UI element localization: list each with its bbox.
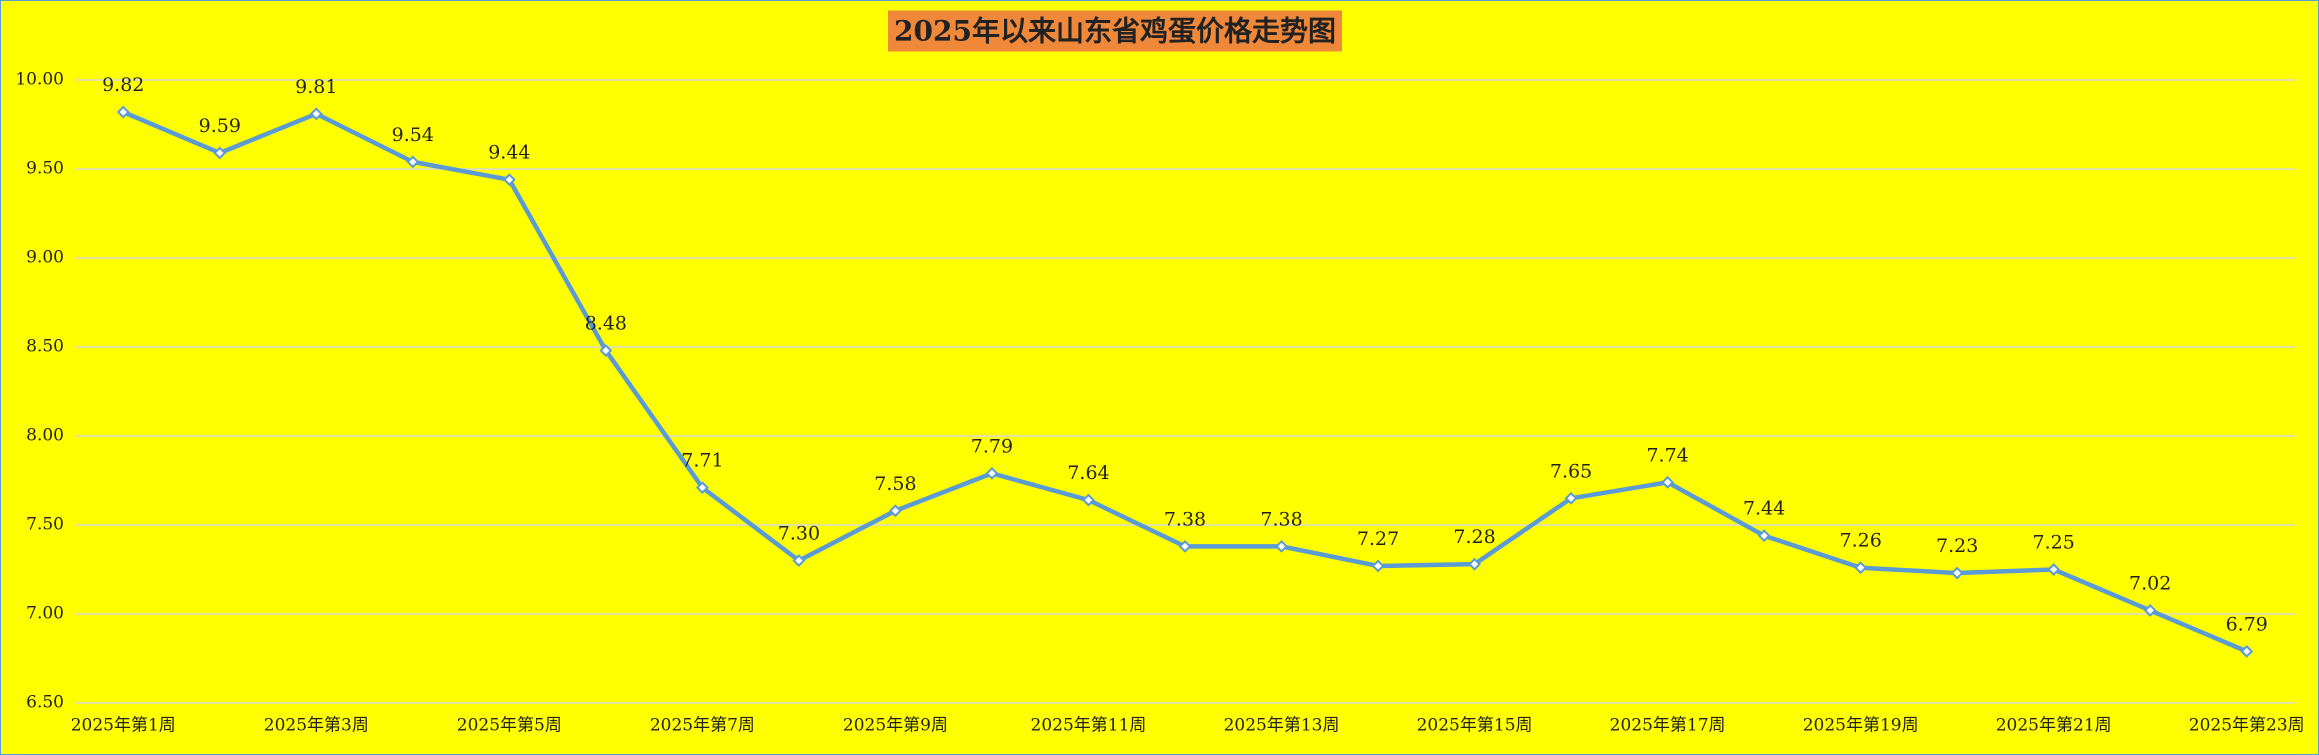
chart-title: 2025年以来山东省鸡蛋价格走势图 — [894, 15, 1336, 48]
data-label: 7.65 — [1550, 460, 1592, 482]
x-tick-label: 2025年第17周 — [1610, 716, 1726, 736]
marker — [1468, 557, 1481, 571]
x-tick-label: 2025年第5周 — [457, 716, 562, 736]
y-tick-label: 9.50 — [26, 159, 64, 179]
marker — [116, 105, 130, 119]
marker — [985, 466, 999, 480]
data-label: 7.74 — [1646, 444, 1688, 466]
y-tick-label: 9.00 — [26, 248, 64, 268]
data-label: 7.71 — [681, 450, 723, 472]
data-label: 7.58 — [874, 473, 916, 495]
y-tick-label: 7.50 — [26, 515, 64, 535]
data-label: 7.38 — [1260, 508, 1302, 530]
y-tick-label: 8.50 — [26, 337, 64, 357]
marker — [792, 554, 806, 568]
data-label: 7.38 — [1164, 508, 1206, 530]
marker — [889, 504, 902, 518]
data-label: 9.44 — [488, 142, 530, 164]
marker — [309, 107, 323, 121]
marker — [1757, 529, 1771, 543]
data-label: 7.23 — [1936, 535, 1978, 557]
data-label: 9.82 — [102, 74, 144, 96]
marker — [1082, 493, 1095, 507]
marker — [1275, 539, 1288, 553]
x-tick-label: 2025年第9周 — [843, 716, 948, 736]
x-tick-label: 2025年第19周 — [1803, 716, 1919, 736]
marker — [1661, 475, 1675, 489]
marker — [695, 481, 709, 495]
data-label: 7.30 — [778, 523, 820, 545]
data-label: 7.28 — [1453, 526, 1495, 548]
x-tick-label: 2025年第21周 — [1996, 716, 2112, 736]
data-label: 7.25 — [2033, 532, 2075, 554]
x-tick-label: 2025年第11周 — [1031, 716, 1147, 736]
x-tick-label: 2025年第3周 — [264, 716, 369, 736]
data-label: 9.81 — [295, 76, 337, 98]
data-label: 7.02 — [2129, 572, 2171, 594]
title-box — [888, 10, 1342, 52]
marker — [502, 173, 516, 187]
marker — [1564, 491, 1578, 505]
marker — [1178, 539, 1192, 553]
marker — [2047, 563, 2061, 576]
data-label: 7.27 — [1357, 528, 1399, 550]
x-tick-label: 2025年第1周 — [71, 716, 176, 736]
data-label: 8.48 — [585, 313, 627, 335]
marker — [2240, 644, 2254, 658]
data-label: 6.79 — [2226, 613, 2268, 635]
marker — [1950, 566, 1964, 580]
marker — [213, 146, 227, 160]
marker — [599, 344, 613, 357]
marker — [406, 155, 420, 169]
x-tick-label: 2025年第15周 — [1417, 716, 1533, 736]
data-label: 9.54 — [392, 124, 434, 146]
marker — [1371, 559, 1385, 573]
x-tick-label: 2025年第7周 — [650, 716, 755, 736]
marker — [2143, 604, 2157, 617]
data-label: 9.59 — [199, 115, 241, 137]
x-tick-label: 2025年第23周 — [2189, 716, 2305, 736]
y-tick-label: 8.00 — [26, 426, 64, 446]
y-tick-label: 6.50 — [26, 693, 64, 713]
y-tick-label: 7.00 — [26, 604, 64, 624]
marker — [1854, 561, 1868, 575]
x-tick-label: 2025年第13周 — [1224, 716, 1340, 736]
data-label: 7.64 — [1067, 462, 1109, 484]
y-tick-label: 10.00 — [15, 70, 64, 90]
data-label: 7.26 — [1839, 530, 1881, 552]
data-label: 7.44 — [1743, 498, 1785, 520]
data-label: 7.79 — [971, 435, 1013, 457]
